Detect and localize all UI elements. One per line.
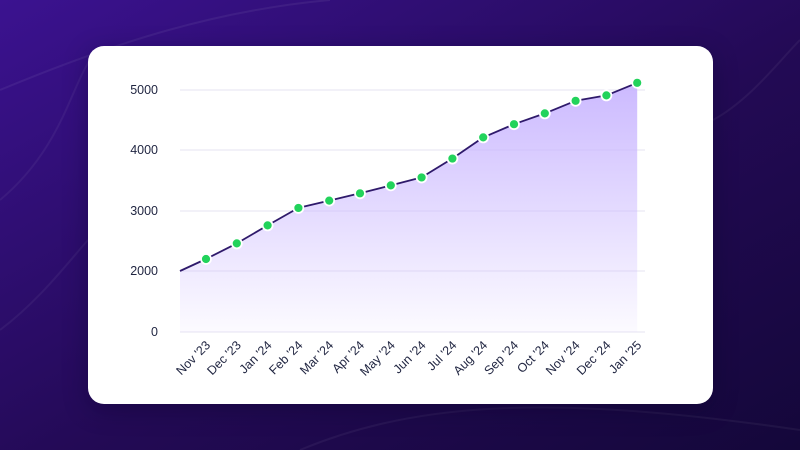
x-tick-label: Jun '24 bbox=[391, 338, 429, 376]
x-tick-label: Sep '24 bbox=[482, 338, 522, 378]
x-tick-label: Dec '24 bbox=[574, 338, 614, 378]
data-point bbox=[354, 187, 366, 200]
data-point bbox=[477, 131, 490, 144]
data-point bbox=[446, 152, 459, 165]
data-point bbox=[569, 94, 582, 107]
series-area bbox=[180, 82, 638, 332]
data-point bbox=[292, 202, 305, 214]
series-line bbox=[179, 81, 638, 272]
data-point bbox=[230, 237, 243, 250]
data-point bbox=[538, 107, 551, 120]
data-point bbox=[415, 171, 428, 184]
x-tick-label: Jan '25 bbox=[606, 338, 644, 376]
data-point bbox=[631, 76, 644, 89]
data-point bbox=[261, 219, 274, 232]
x-tick-label: Feb '24 bbox=[266, 338, 305, 377]
y-tick-label: 3000 bbox=[130, 204, 158, 218]
chart-card: 0 2000 3000 4000 5000 Nov '23 Dec '23 Jan '24 Fe… bbox=[88, 46, 713, 404]
y-tick-label: 2000 bbox=[130, 264, 158, 278]
y-tick-label: 0 bbox=[151, 325, 158, 339]
x-tick-label: Dec '23 bbox=[204, 338, 244, 378]
y-tick-label: 4000 bbox=[130, 143, 158, 157]
data-point bbox=[323, 194, 336, 207]
x-tick-label: May '24 bbox=[357, 338, 398, 379]
data-point bbox=[200, 253, 212, 265]
y-tick-label: 5000 bbox=[130, 83, 158, 97]
data-point bbox=[384, 179, 397, 192]
data-point bbox=[600, 89, 613, 102]
x-tick-label: Mar '24 bbox=[297, 338, 336, 377]
data-point bbox=[508, 118, 520, 131]
